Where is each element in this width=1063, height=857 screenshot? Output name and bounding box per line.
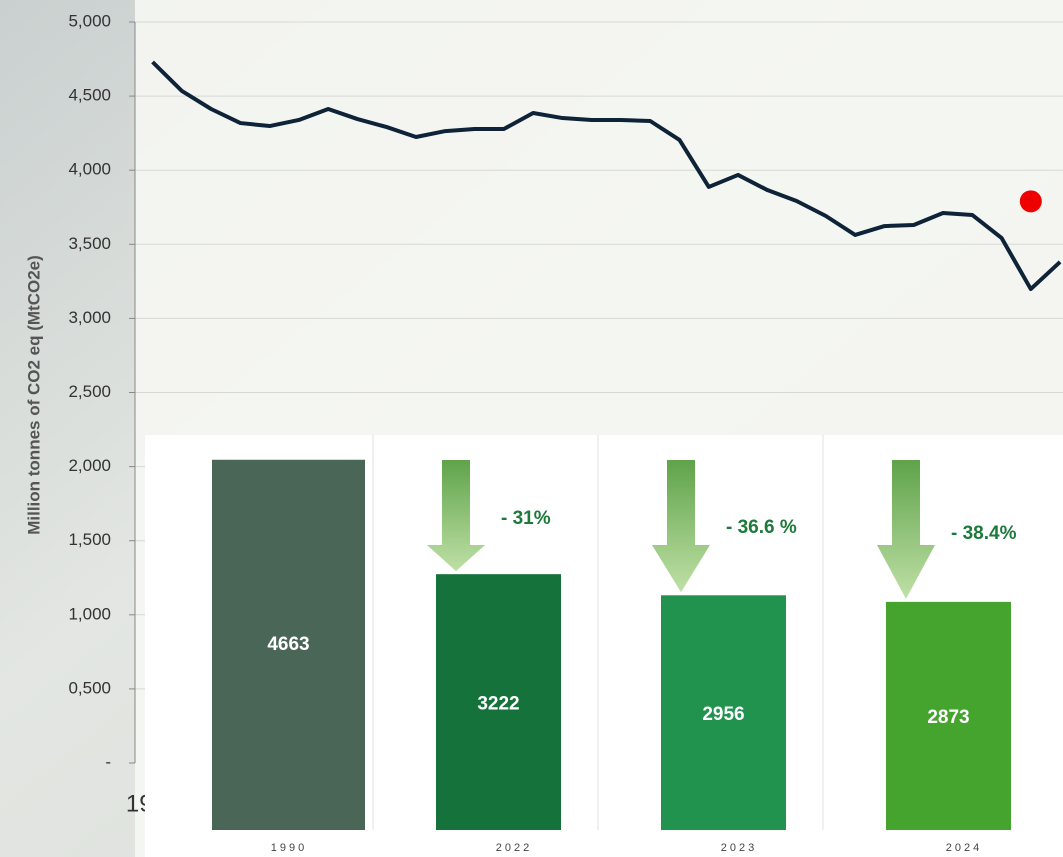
y-tick-label: 1,000 — [68, 604, 111, 623]
change-arrow — [652, 460, 710, 593]
y-tick-label: 4,000 — [68, 160, 111, 179]
change-arrow — [427, 460, 485, 572]
y-axis-label: Million tonnes of CO2 eq (MtCO2e) — [24, 255, 43, 535]
bar-value-label: 4663 — [267, 634, 309, 655]
bar-value-label: 3222 — [477, 694, 519, 715]
bar — [886, 601, 1011, 830]
x-tick-label: 2022 — [496, 842, 532, 854]
bar — [436, 574, 561, 830]
bar — [661, 595, 786, 830]
y-tick-label: 5,000 — [68, 11, 111, 30]
y-tick-label: 3,500 — [68, 234, 111, 253]
change-label: - 31% — [501, 508, 551, 529]
x-tick-label: 2023 — [721, 842, 757, 854]
highlight-point — [1019, 190, 1042, 213]
bar-value-label: 2956 — [702, 704, 744, 725]
y-tick-label: 2,000 — [68, 456, 111, 475]
bar-panel: 4663 1990 3222 2022 - 31% 2956 2023 - 36.6 % 287… — [145, 435, 1063, 857]
change-label: - 38.4% — [951, 523, 1017, 544]
y-tick-label: 0,500 — [68, 678, 111, 697]
y-tick-label: 3,000 — [68, 308, 111, 327]
change-label: - 36.6 % — [726, 517, 797, 538]
y-tick-label: 4,500 — [68, 86, 111, 105]
y-tick-label: - — [105, 752, 111, 771]
x-tick-label: 1990 — [271, 842, 307, 854]
change-arrow — [877, 460, 935, 599]
x-tick-label: 2024 — [946, 842, 982, 854]
y-tick-label: 2,500 — [68, 382, 111, 401]
bar-value-label: 2873 — [927, 707, 969, 728]
y-tick-label: 1,500 — [68, 530, 111, 549]
line-series — [151, 60, 1062, 292]
bar — [212, 459, 365, 830]
